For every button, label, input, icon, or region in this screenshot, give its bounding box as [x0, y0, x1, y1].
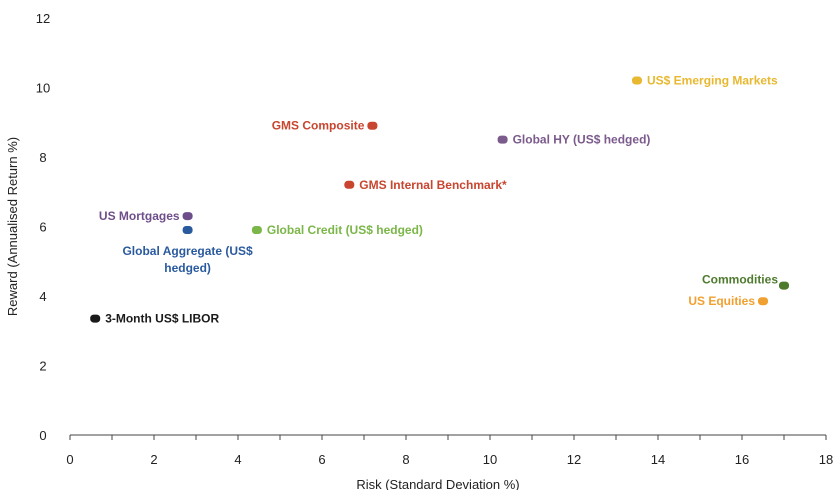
y-tick-label: 6 [39, 220, 46, 235]
x-tick-label: 18 [819, 452, 833, 467]
x-tick-label: 14 [651, 452, 665, 467]
point-label: US$ Emerging Markets [647, 74, 778, 88]
scatter-point [497, 135, 508, 144]
x-tick-label: 8 [402, 452, 409, 467]
point-label: GMS Composite [272, 119, 365, 133]
point-label: Commodities [702, 273, 778, 287]
x-tick-label: 0 [66, 452, 73, 467]
scatter-point [90, 314, 101, 323]
scatter-point [779, 281, 789, 290]
y-axis-title: Reward (Annualised Return %) [5, 137, 20, 316]
scatter-point [367, 121, 378, 130]
point-label: Global Credit (US$ hedged) [267, 223, 423, 237]
x-tick-label: 4 [234, 452, 241, 467]
y-axis-ticks: 0 2 4 6 8 10 12 [36, 11, 50, 443]
point-label: Global HY (US$ hedged) [513, 133, 651, 147]
x-tick-label: 10 [483, 452, 497, 467]
scatter-point [182, 225, 193, 234]
point-label: US Equities [688, 294, 755, 308]
x-axis-title: Risk (Standard Deviation %) [356, 477, 519, 490]
scatter-point [251, 225, 262, 234]
x-axis-ticks: 0 2 4 6 8 10 12 14 16 18 [66, 435, 833, 467]
scatter-point [182, 212, 193, 221]
x-tick-label: 16 [735, 452, 749, 467]
y-tick-label: 0 [39, 428, 46, 443]
y-tick-label: 12 [36, 11, 50, 26]
point-label: US Mortgages [99, 209, 180, 223]
scatter-point [344, 180, 355, 189]
data-points: US$ Emerging Markets GMS Composite Global … [90, 74, 789, 326]
y-tick-label: 4 [39, 289, 46, 304]
x-tick-label: 6 [318, 452, 325, 467]
x-tick-label: 12 [567, 452, 581, 467]
y-tick-label: 10 [36, 81, 50, 96]
scatter-point [758, 297, 768, 306]
x-tick-label: 2 [150, 452, 157, 467]
point-label: 3-Month US$ LIBOR [105, 312, 219, 326]
point-label: GMS Internal Benchmark* [359, 178, 507, 192]
point-label: Global Aggregate (US$ hedged) [122, 244, 253, 275]
scatter-point [632, 76, 642, 85]
y-tick-label: 8 [39, 150, 46, 165]
y-tick-label: 2 [39, 359, 46, 374]
